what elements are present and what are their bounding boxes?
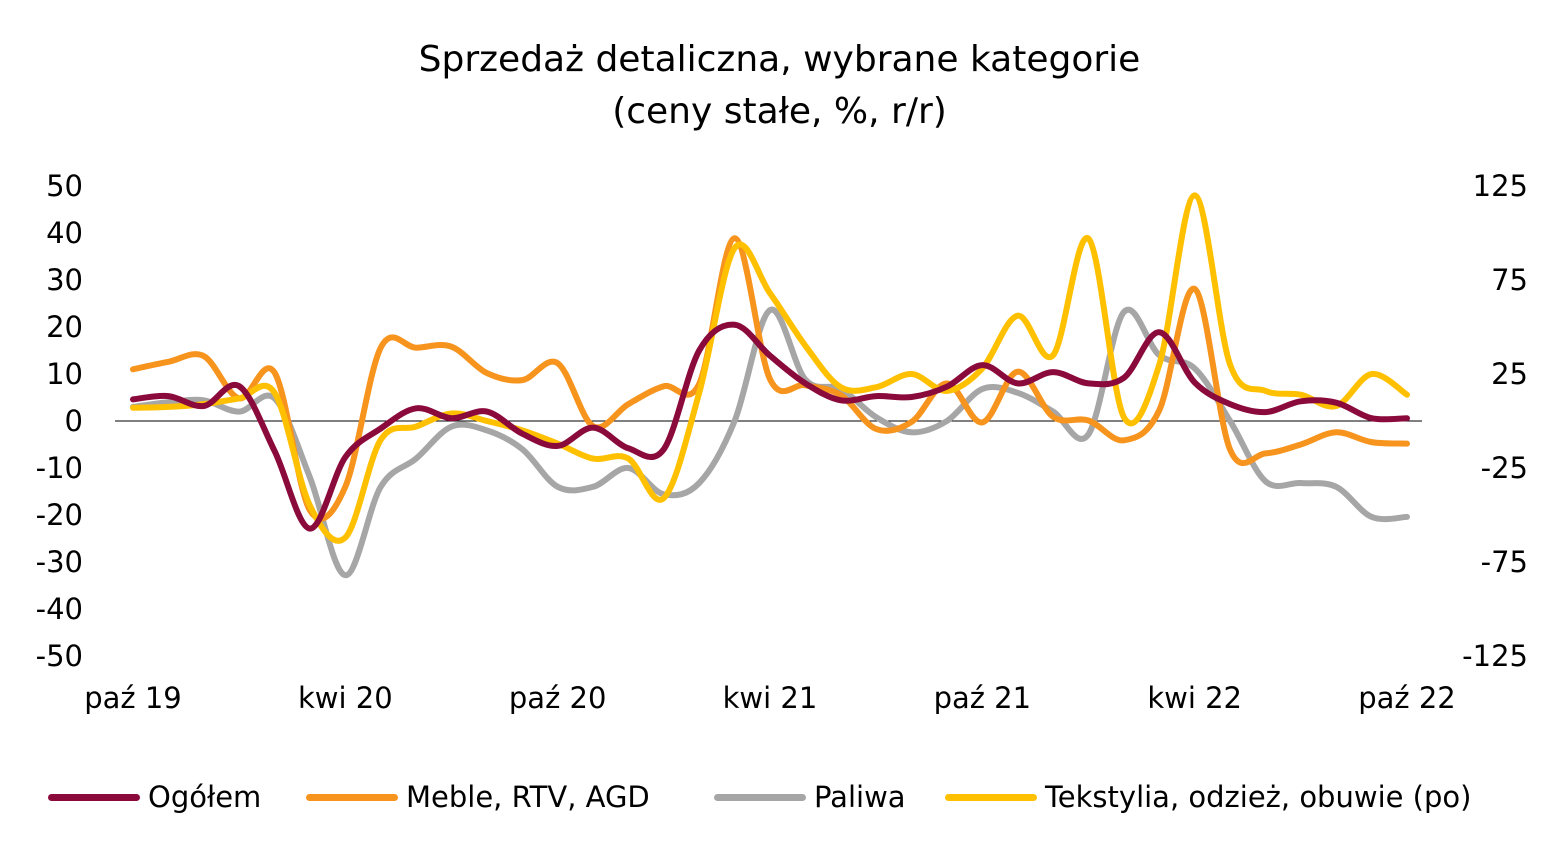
line-chart: 50 40 30 20 10 0 -10 -20 -30 -40 -50 125 75 25 -25 -75 -… [36,169,1528,715]
legend-item-paliwa: Paliwa [714,772,906,822]
y-left-tick-label: 10 [46,357,83,391]
chart-title: Sprzedaż detaliczna, wybrane kategorie [418,39,1141,80]
y-left-tick-label: -40 [36,592,83,626]
y-left-tick-label: 50 [46,169,83,203]
legend-label-paliwa: Paliwa [814,780,906,814]
series-line-tekstylia [130,192,1410,544]
legend-label-ogolem: Ogółem [148,780,262,814]
y-right-tick-label: -25 [1481,451,1528,485]
y-right-tick-label: -75 [1481,545,1528,579]
y-right-tick-label: 25 [1491,357,1528,391]
series-line-paliwa [130,306,1410,579]
y-left-tick-label: 20 [46,310,83,344]
x-tick-label: paź 22 [1358,681,1456,715]
legend-item-meble: Meble, RTV, AGD [306,772,650,822]
y-left-tick-label: -20 [36,498,83,532]
legend-swatch-meble [306,793,398,801]
x-tick-label: kwi 21 [723,681,818,715]
series-line-meble-rtv-agd [130,235,1410,522]
x-tick-label: paź 20 [509,681,607,715]
legend-item-ogolem: Ogółem [48,772,261,822]
legend-swatch-ogolem [48,793,140,801]
y-right-tick-label: 125 [1473,169,1528,203]
legend: Ogółem Meble, RTV, AGD Paliwa Tekstylia,… [0,772,1559,822]
y-left-tick-label: 0 [65,404,83,438]
legend-label-meble: Meble, RTV, AGD [406,780,650,814]
y-left-tick-label: -10 [36,451,83,485]
y-left-tick-label: 40 [46,216,83,250]
y-right-tick-label: -125 [1462,639,1528,673]
legend-swatch-paliwa [714,793,806,801]
x-tick-label: kwi 20 [298,681,393,715]
legend-item-tekstylia: Tekstylia, odzież, obuwie (po) [945,772,1471,822]
y-left-tick-label: 30 [46,263,83,297]
series-line-ogolem [130,321,1410,532]
legend-label-tekstylia: Tekstylia, odzież, obuwie (po) [1045,780,1472,814]
x-tick-label: paź 19 [84,681,182,715]
legend-swatch-tekstylia [945,793,1037,801]
y-left-tick-label: -50 [36,639,83,673]
y-left-tick-label: -30 [36,545,83,579]
x-tick-label: kwi 22 [1147,681,1242,715]
chart-subtitle: (ceny stałe, %, r/r) [612,91,947,132]
y-right-tick-label: 75 [1491,263,1528,297]
x-tick-label: paź 21 [934,681,1032,715]
